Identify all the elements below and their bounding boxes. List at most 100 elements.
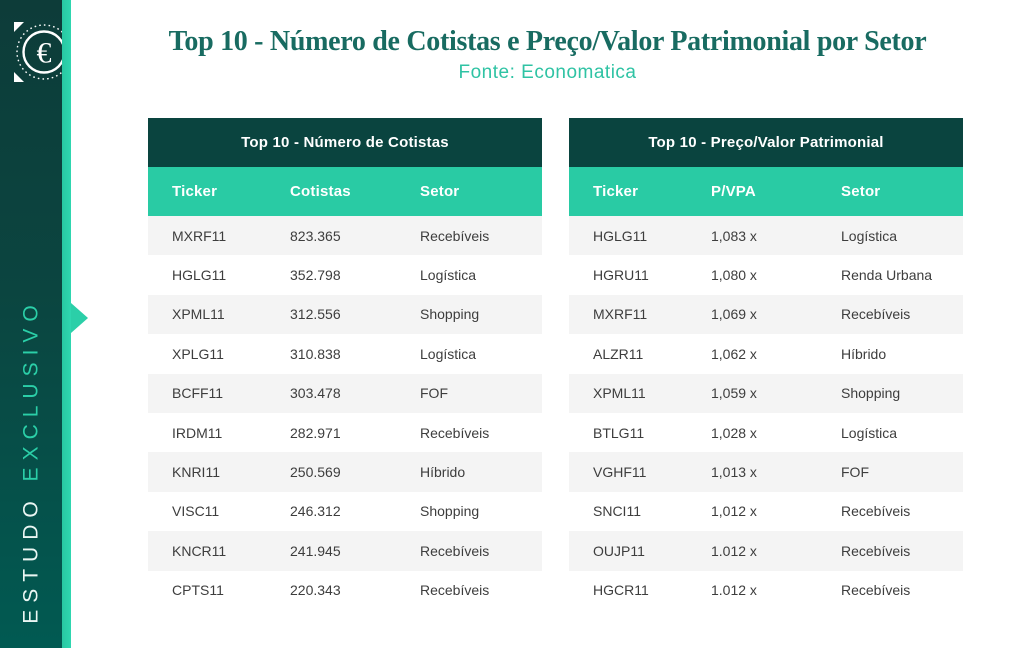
cell-setor: Recebíveis	[841, 503, 911, 520]
table-row: VISC11 246.312 Shopping	[148, 491, 542, 532]
cell-setor: Recebíveis	[420, 424, 490, 441]
table-row: XPML11 1,059 x Shopping	[569, 373, 963, 413]
cell-ticker: OUJP11	[593, 542, 645, 559]
cell-ticker: KNCR11	[172, 542, 227, 559]
cell-pvpa: 1.012 x	[711, 582, 757, 599]
cotistas-column-headers: Ticker Cotistas Setor	[148, 167, 542, 216]
cell-pvpa: 1,059 x	[711, 385, 757, 402]
cell-pvpa: 1,069 x	[711, 306, 757, 323]
table-row: KNRI11 250.569 Híbrido	[148, 452, 542, 492]
cotistas-table: Top 10 - Número de Cotistas Ticker Cotis…	[148, 118, 542, 610]
column-header-setor: Setor	[420, 183, 460, 200]
cell-setor: Recebíveis	[841, 306, 911, 323]
cell-ticker: BTLG11	[593, 424, 645, 441]
cell-cotistas: 312.556	[290, 306, 341, 323]
table-row: ALZR11 1,062 x Híbrido	[569, 334, 963, 374]
cell-setor: Recebíveis	[420, 582, 490, 599]
pvpa-column-headers: Ticker P/VPA Setor	[569, 167, 963, 216]
cell-setor: FOF	[841, 464, 869, 481]
cotistas-table-body: MXRF11 823.365 Recebíveis HGLG11 352.798…	[148, 216, 542, 610]
cell-cotistas: 282.971	[290, 424, 341, 441]
cell-ticker: HGLG11	[593, 227, 648, 244]
cell-ticker: SNCI11	[593, 503, 641, 520]
column-header-pvpa: P/VPA	[711, 183, 756, 200]
arrow-right-icon	[71, 303, 88, 333]
cell-setor: Híbrido	[420, 464, 466, 481]
cell-ticker: HGLG11	[172, 267, 227, 284]
pvpa-table-body: HGLG11 1,083 x Logística HGRU11 1,080 x …	[569, 216, 963, 610]
cell-setor: Recebíveis	[841, 582, 911, 599]
cell-ticker: MXRF11	[593, 306, 648, 323]
table-row: XPML11 312.556 Shopping	[148, 294, 542, 335]
cell-pvpa: 1,080 x	[711, 267, 757, 284]
table-row: BCFF11 303.478 FOF	[148, 373, 542, 413]
cell-ticker: HGCR11	[593, 582, 649, 599]
cotistas-table-title: Top 10 - Número de Cotistas	[148, 118, 542, 167]
cell-setor: Recebíveis	[420, 542, 490, 559]
table-row: MXRF11 823.365 Recebíveis	[148, 216, 542, 256]
column-header-ticker: Ticker	[172, 183, 218, 200]
cell-cotistas: 352.798	[290, 267, 341, 284]
cell-setor: Logística	[420, 345, 477, 362]
cell-cotistas: 303.478	[290, 385, 341, 402]
table-row: HGLG11 352.798 Logística	[148, 255, 542, 295]
pvpa-table-title: Top 10 - Preço/Valor Patrimonial	[569, 118, 963, 167]
pvpa-table: Top 10 - Preço/Valor Patrimonial Ticker …	[569, 118, 963, 610]
cell-setor: FOF	[420, 385, 448, 402]
table-row: IRDM11 282.971 Recebíveis	[148, 412, 542, 453]
source-subtitle: Fonte: Economatica	[458, 62, 637, 83]
table-row: XPLG11 310.838 Logística	[148, 334, 542, 374]
cell-setor: Logística	[841, 424, 898, 441]
cell-setor: Logística	[420, 267, 477, 284]
cell-cotistas: 250.569	[290, 464, 341, 481]
cell-ticker: IRDM11	[172, 424, 223, 441]
cell-ticker: BCFF11	[172, 385, 224, 402]
table-row: HGLG11 1,083 x Logística	[569, 216, 963, 256]
cell-setor: Shopping	[420, 306, 480, 323]
cell-setor: Recebíveis	[841, 542, 911, 559]
table-row: CPTS11 220.343 Recebíveis	[148, 570, 542, 610]
cell-pvpa: 1,012 x	[711, 503, 757, 520]
column-header-setor: Setor	[841, 183, 881, 200]
cell-cotistas: 823.365	[290, 227, 341, 244]
sidebar-vertical-label: ESTUDO EXCLUSIVO	[1, 289, 63, 634]
cell-ticker: XPLG11	[172, 345, 224, 362]
cell-pvpa: 1,028 x	[711, 424, 757, 441]
cell-setor: Renda Urbana	[841, 267, 933, 284]
cell-ticker: VISC11	[172, 503, 220, 520]
cell-ticker: XPML11	[172, 306, 225, 323]
page-title: Top 10 - Número de Cotistas e Preço/Valo…	[168, 26, 927, 57]
accent-stripe	[62, 0, 71, 648]
page-header: Top 10 - Número de Cotistas e Preço/Valo…	[71, 26, 1024, 84]
cell-pvpa: 1,083 x	[711, 227, 757, 244]
cell-setor: Híbrido	[841, 345, 887, 362]
cell-ticker: CPTS11	[172, 582, 224, 599]
cell-cotistas: 246.312	[290, 503, 341, 520]
table-row: KNCR11 241.945 Recebíveis	[148, 531, 542, 571]
sidebar: €	[0, 0, 74, 648]
logo-glyph: €	[37, 37, 52, 70]
cell-cotistas: 241.945	[290, 542, 341, 559]
table-row: MXRF11 1,069 x Recebíveis	[569, 294, 963, 335]
cell-setor: Recebíveis	[420, 227, 490, 244]
table-row: HGCR11 1.012 x Recebíveis	[569, 570, 963, 610]
cell-ticker: HGRU11	[593, 267, 649, 284]
cell-pvpa: 1.012 x	[711, 542, 757, 559]
table-row: HGRU11 1,080 x Renda Urbana	[569, 255, 963, 295]
sidebar-label-estudo: ESTUDO	[19, 494, 43, 624]
cell-ticker: XPML11	[593, 385, 646, 402]
table-row: OUJP11 1.012 x Recebíveis	[569, 531, 963, 571]
column-header-ticker: Ticker	[593, 183, 639, 200]
table-row: SNCI11 1,012 x Recebíveis	[569, 491, 963, 532]
cell-ticker: ALZR11	[593, 345, 644, 362]
cell-cotistas: 310.838	[290, 345, 341, 362]
column-header-cotistas: Cotistas	[290, 183, 351, 200]
cell-ticker: MXRF11	[172, 227, 227, 244]
table-row: BTLG11 1,028 x Logística	[569, 412, 963, 453]
cell-setor: Shopping	[420, 503, 480, 520]
cell-pvpa: 1,062 x	[711, 345, 757, 362]
cell-cotistas: 220.343	[290, 582, 341, 599]
cell-ticker: VGHF11	[593, 464, 647, 481]
cell-ticker: KNRI11	[172, 464, 220, 481]
